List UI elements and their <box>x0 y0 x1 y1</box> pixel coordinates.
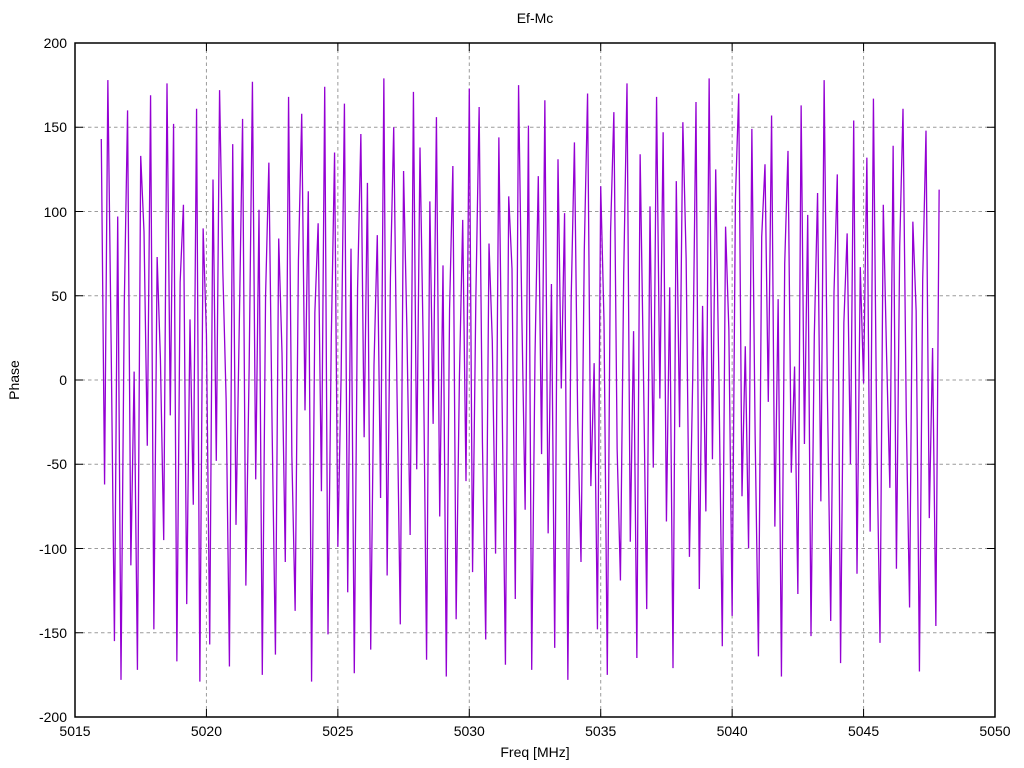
y-tick-label: -200 <box>38 709 67 725</box>
y-tick-label: 50 <box>51 287 67 304</box>
x-tick-label: 5020 <box>190 723 222 739</box>
y-tick-label: 150 <box>43 119 67 136</box>
y-tick-label: -100 <box>38 540 67 557</box>
plot-border <box>74 42 996 718</box>
y-tick-label: 0 <box>59 372 67 388</box>
x-tick-label: 5035 <box>585 723 617 739</box>
y-tick-label: 100 <box>43 203 67 220</box>
x-axis-label: Freq [MHz] <box>500 744 570 760</box>
x-tick-label: 5045 <box>847 723 880 739</box>
x-tick-label: 5025 <box>322 723 354 739</box>
y-tick-label: -50 <box>46 456 67 473</box>
x-tick-label: 5015 <box>59 723 91 739</box>
y-tick-label: -150 <box>38 624 67 641</box>
x-tick-label: 5030 <box>453 723 485 739</box>
y-tick-label: 200 <box>43 35 67 51</box>
x-tick-label: 5050 <box>979 723 1011 739</box>
chart-title: Ef-Mc <box>516 10 554 26</box>
phase-data-line <box>100 78 940 682</box>
x-tick-label: 5040 <box>716 723 748 739</box>
